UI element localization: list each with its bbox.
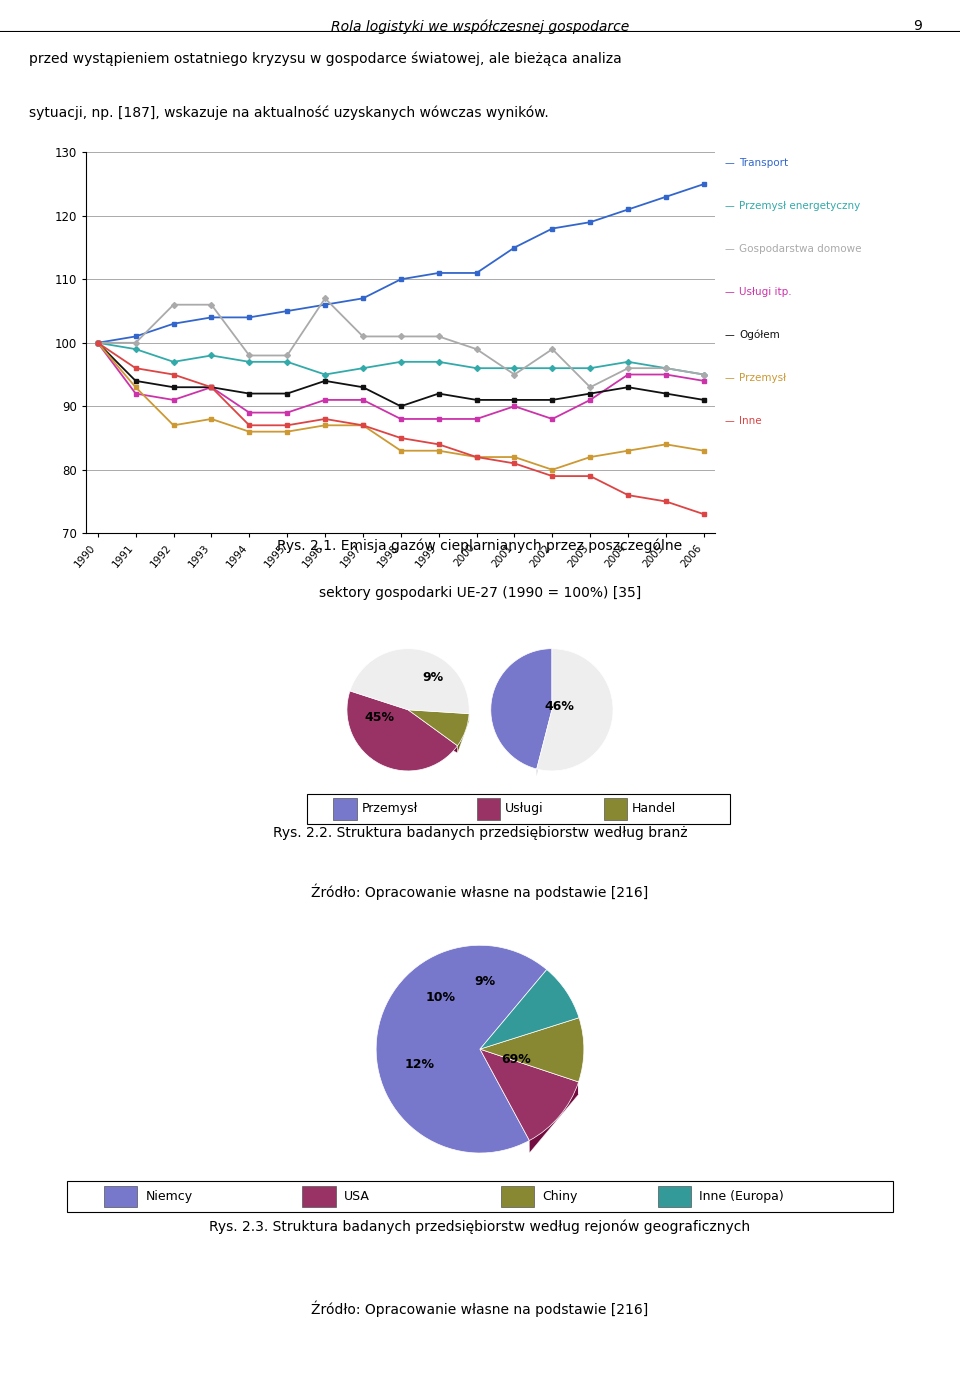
Polygon shape [350, 691, 469, 720]
Text: 45%: 45% [365, 711, 395, 723]
Text: Usługi itp.: Usługi itp. [739, 287, 792, 298]
Text: 9%: 9% [474, 975, 495, 988]
Wedge shape [376, 946, 547, 1152]
Polygon shape [537, 648, 552, 776]
Text: Niemcy: Niemcy [146, 1190, 193, 1204]
Polygon shape [529, 969, 547, 1152]
Text: Transport: Transport [739, 158, 788, 169]
Text: —: — [725, 201, 734, 212]
Bar [658, 1186, 690, 1208]
Text: Ogółem: Ogółem [739, 330, 780, 341]
Wedge shape [347, 691, 458, 771]
Bar [501, 1186, 534, 1208]
Polygon shape [458, 713, 469, 753]
Text: Inne (Europa): Inne (Europa) [699, 1190, 783, 1204]
Text: Rys. 2.2. Struktura badanych przedsiębiorstw według branż: Rys. 2.2. Struktura badanych przedsiębio… [273, 827, 687, 841]
Polygon shape [529, 1082, 579, 1152]
Text: Źródło: Opracowanie własne na podstawie [216]: Źródło: Opracowanie własne na podstawie … [311, 884, 649, 900]
Text: —: — [725, 416, 734, 427]
Bar [333, 798, 356, 820]
Wedge shape [350, 648, 469, 713]
Text: sytuacji, np. [187], wskazuje na aktualność uzyskanych wówczas wyników.: sytuacji, np. [187], wskazuje na aktualn… [29, 105, 548, 120]
Text: 46%: 46% [544, 699, 574, 713]
Wedge shape [491, 648, 552, 769]
Wedge shape [480, 969, 579, 1050]
Text: Rys. 2.3. Struktura badanych przedsiębiorstw według rejonów geograficznych: Rys. 2.3. Struktura badanych przedsiębio… [209, 1220, 751, 1234]
Text: 9%: 9% [422, 670, 444, 684]
Bar [105, 1186, 137, 1208]
Wedge shape [480, 1050, 579, 1140]
Wedge shape [408, 709, 469, 745]
Text: —: — [725, 330, 734, 341]
Text: Źródło: Opracowanie własne na podstawie [216]: Źródło: Opracowanie własne na podstawie … [311, 1301, 649, 1317]
Bar [477, 798, 500, 820]
Polygon shape [350, 691, 458, 753]
Bar [302, 1186, 336, 1208]
Text: Rola logistyki we współczesnej gospodarce: Rola logistyki we współczesnej gospodarc… [331, 19, 629, 33]
Text: 9: 9 [913, 19, 923, 33]
Text: 10%: 10% [425, 990, 456, 1004]
FancyBboxPatch shape [307, 794, 730, 824]
Text: sektory gospodarki UE-27 (1990 = 100%) [35]: sektory gospodarki UE-27 (1990 = 100%) [… [319, 586, 641, 600]
Polygon shape [537, 648, 552, 776]
Text: —: — [725, 287, 734, 298]
Text: Rys. 2.1. Emisja gazów cieplarnianych przez poszczególne: Rys. 2.1. Emisja gazów cieplarnianych pr… [277, 539, 683, 554]
Text: Przemysł: Przemysł [739, 373, 786, 384]
Text: USA: USA [344, 1190, 370, 1204]
Text: Przemysł energetyczny: Przemysł energetyczny [739, 201, 860, 212]
Wedge shape [480, 1018, 584, 1082]
Text: Usługi: Usługi [505, 802, 543, 816]
Text: —: — [725, 158, 734, 169]
Wedge shape [537, 648, 613, 771]
Text: Gospodarstwa domowe: Gospodarstwa domowe [739, 244, 862, 255]
Text: Chiny: Chiny [542, 1190, 577, 1204]
Text: przed wystąpieniem ostatniego kryzysu w gospodarce światowej, ale bieżąca analiz: przed wystąpieniem ostatniego kryzysu w … [29, 51, 621, 65]
FancyBboxPatch shape [67, 1181, 893, 1212]
Bar [604, 798, 627, 820]
Text: 12%: 12% [405, 1058, 435, 1071]
Text: 69%: 69% [501, 1053, 531, 1066]
Text: —: — [725, 373, 734, 384]
Text: Przemysł: Przemysł [361, 802, 418, 816]
Text: —: — [725, 244, 734, 255]
Text: Handel: Handel [632, 802, 676, 816]
Text: Inne: Inne [739, 416, 762, 427]
